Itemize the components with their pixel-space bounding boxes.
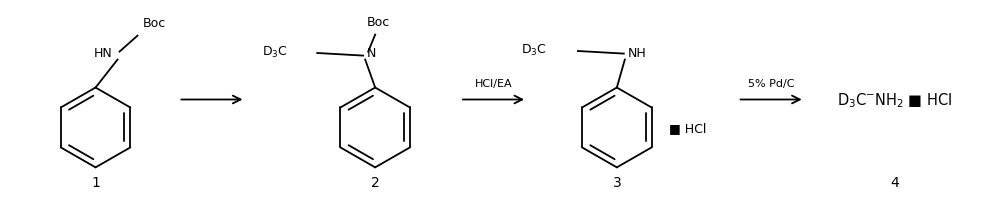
Text: NH: NH bbox=[628, 46, 647, 59]
Text: N: N bbox=[367, 46, 377, 59]
Text: HN: HN bbox=[94, 46, 113, 59]
Text: D$_3$C: D$_3$C bbox=[521, 42, 547, 57]
Text: HCl/EA: HCl/EA bbox=[475, 78, 512, 88]
Text: 2: 2 bbox=[371, 175, 380, 189]
Text: Boc: Boc bbox=[142, 17, 166, 29]
Text: 3: 3 bbox=[612, 175, 621, 189]
Text: 4: 4 bbox=[890, 175, 899, 189]
Text: Boc: Boc bbox=[367, 16, 390, 28]
Text: 5% Pd/C: 5% Pd/C bbox=[748, 78, 794, 88]
Text: ■ HCl: ■ HCl bbox=[669, 121, 706, 134]
Text: 1: 1 bbox=[91, 175, 100, 189]
Text: D$_3$C: D$_3$C bbox=[262, 45, 287, 60]
Text: D$_3$C$^{-}$NH$_2$ ■ HCl: D$_3$C$^{-}$NH$_2$ ■ HCl bbox=[837, 91, 952, 109]
